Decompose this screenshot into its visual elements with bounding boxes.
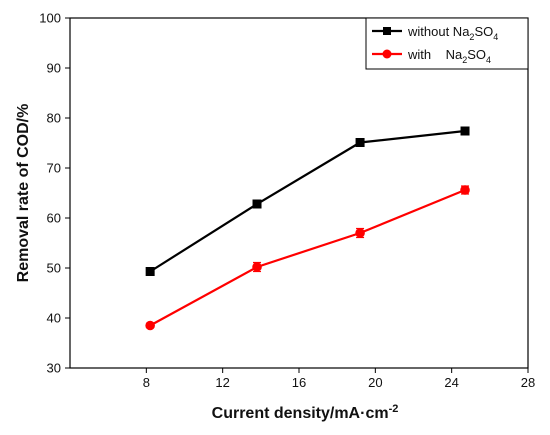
series-layer — [145, 126, 470, 331]
x-tick-label: 24 — [444, 375, 458, 390]
ticks-layer: 8 12 16 20 24 28 30 40 50 60 70 80 90 100 — [39, 11, 535, 391]
y-tick-label: 90 — [47, 61, 61, 76]
x-tick-label: 28 — [521, 375, 535, 390]
data-point — [355, 138, 365, 147]
data-point — [145, 267, 155, 276]
x-tick-label: 16 — [292, 375, 306, 390]
x-axis-title: Current density/mA·cm-2 — [212, 403, 399, 422]
series-line — [149, 188, 466, 327]
legend-marker-circle — [382, 49, 392, 59]
x-tick-label: 20 — [368, 375, 382, 390]
legend-box — [365, 17, 529, 70]
series-0 — [145, 126, 470, 276]
y-tick-label: 50 — [47, 261, 61, 276]
legend-label-with: with Na2SO4 — [407, 47, 491, 65]
y-tick-label: 40 — [47, 311, 61, 326]
data-point — [145, 320, 155, 331]
data-point — [460, 126, 470, 136]
y-tick-label: 30 — [47, 361, 61, 376]
legend-marker-square — [383, 27, 391, 35]
y-tick-label: 80 — [47, 111, 61, 126]
x-axis-title-superscript: -2 — [389, 403, 399, 415]
data-point — [460, 185, 470, 195]
data-point — [252, 262, 262, 272]
y-tick-label: 60 — [47, 211, 61, 226]
y-tick-label: 70 — [47, 161, 61, 176]
y-tick-label: 100 — [39, 11, 61, 26]
legend-label-without: without Na2SO4 — [407, 24, 498, 42]
series-line — [149, 129, 466, 273]
legend: without Na2SO4 with Na2SO4 — [365, 17, 529, 70]
data-point — [252, 199, 262, 209]
x-tick-label: 8 — [143, 375, 150, 390]
x-tick-label: 12 — [215, 375, 229, 390]
series-1 — [145, 185, 470, 331]
data-point — [355, 228, 365, 238]
y-axis-title: Removal rate of COD/% — [15, 104, 32, 283]
